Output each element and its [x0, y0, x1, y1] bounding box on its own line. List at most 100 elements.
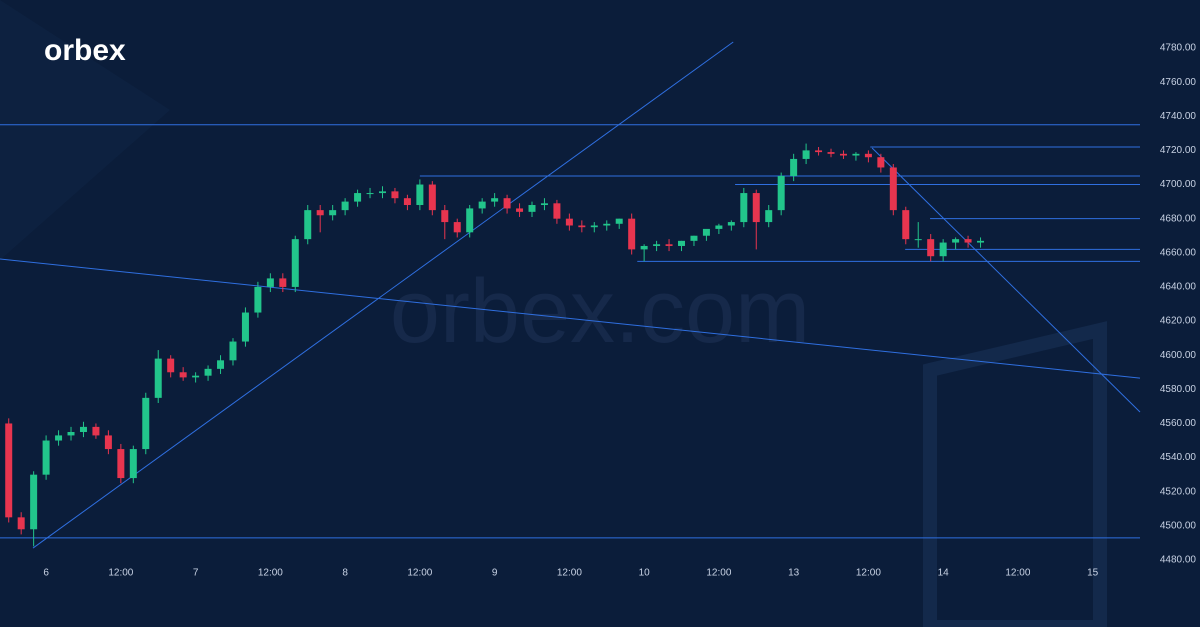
y-tick-label: 4540.00 — [1160, 452, 1197, 463]
candle-body — [167, 358, 175, 373]
candle-body — [977, 240, 985, 243]
candle-body — [104, 435, 112, 450]
candle-body — [241, 312, 249, 342]
candle-body — [590, 225, 598, 228]
y-tick-label: 4520.00 — [1160, 486, 1197, 497]
x-tick-label: 12:00 — [1005, 568, 1030, 579]
candle-body — [565, 218, 573, 226]
logo: orbex — [44, 34, 126, 67]
candle-body — [79, 426, 87, 432]
candle-body — [478, 201, 486, 209]
candle-body — [428, 184, 436, 211]
y-tick-label: 4600.00 — [1160, 350, 1197, 361]
x-tick-label: 12:00 — [706, 568, 731, 579]
candle-body — [179, 372, 187, 378]
candle-body — [777, 176, 785, 211]
candle-body — [964, 239, 972, 243]
candle-body — [665, 244, 673, 246]
y-tick-label: 4640.00 — [1160, 282, 1197, 293]
y-tick-label: 4500.00 — [1160, 521, 1197, 532]
candle-body — [603, 223, 611, 226]
candle-body — [403, 198, 411, 206]
candle-body — [279, 278, 287, 287]
candle-body — [578, 225, 586, 228]
candle-body — [864, 153, 872, 158]
candle-body — [142, 397, 150, 450]
candle-body — [92, 426, 100, 436]
candle-body — [366, 193, 374, 195]
candle-body — [765, 210, 773, 223]
candle-body — [628, 218, 636, 250]
candle-body — [229, 341, 237, 361]
candle-body — [416, 184, 424, 206]
candle-body — [540, 203, 548, 206]
decor-shape — [923, 321, 1107, 627]
y-tick-label: 4700.00 — [1160, 179, 1197, 190]
candle-body — [815, 150, 823, 153]
y-tick-label: 4620.00 — [1160, 316, 1197, 327]
candle-body — [329, 210, 337, 216]
candle-body — [316, 210, 324, 216]
candle-body — [441, 210, 449, 223]
x-tick-label: 8 — [342, 568, 348, 579]
y-tick-label: 4780.00 — [1160, 43, 1197, 54]
candle-body — [690, 235, 698, 241]
candle-body — [839, 153, 847, 156]
candle-body — [129, 449, 137, 479]
candle-body — [354, 193, 362, 202]
candle-body — [30, 474, 38, 530]
candle-body — [877, 157, 885, 168]
y-tick-label: 4580.00 — [1160, 384, 1197, 395]
y-tick-label: 4660.00 — [1160, 247, 1197, 258]
candle-body — [192, 375, 200, 378]
x-tick-label: 15 — [1087, 568, 1099, 579]
x-tick-label: 12:00 — [407, 568, 432, 579]
candle-body — [740, 193, 748, 223]
x-tick-label: 14 — [938, 568, 950, 579]
candle-body — [889, 167, 897, 211]
candle-body — [291, 239, 299, 287]
decor-shape — [0, 0, 170, 260]
candle-body — [702, 228, 710, 236]
candle-body — [67, 432, 75, 436]
trend-line — [871, 147, 1141, 413]
candle-body — [952, 239, 960, 243]
candle-body — [17, 517, 25, 530]
candle-body — [378, 191, 386, 194]
candle-body — [254, 286, 262, 313]
x-tick-label: 9 — [492, 568, 498, 579]
candle-body — [802, 150, 810, 159]
x-tick-label: 6 — [43, 568, 49, 579]
candle-body — [553, 203, 561, 219]
candle-body — [852, 153, 860, 156]
y-tick-label: 4760.00 — [1160, 77, 1197, 88]
candle-body — [117, 449, 125, 479]
candle-body — [466, 208, 474, 233]
candle-body — [453, 222, 461, 233]
candle-body — [752, 193, 760, 223]
candle-body — [653, 244, 661, 246]
candle-body — [304, 210, 312, 240]
candle-body — [790, 158, 798, 176]
candle-body — [927, 239, 935, 257]
candle-body — [5, 423, 13, 518]
candle-body — [727, 222, 735, 226]
x-tick-label: 12:00 — [258, 568, 283, 579]
candle-body — [939, 242, 947, 257]
candle-body — [42, 440, 50, 475]
x-tick-label: 12:00 — [108, 568, 133, 579]
candle-body — [491, 198, 499, 202]
candle-body — [516, 208, 524, 212]
candle-body — [528, 205, 536, 212]
y-tick-label: 4720.00 — [1160, 145, 1197, 156]
y-tick-label: 4740.00 — [1160, 111, 1197, 122]
candle-body — [615, 218, 623, 224]
candle-body — [217, 360, 225, 369]
trend-line — [0, 258, 1141, 379]
candle-body — [341, 201, 349, 211]
y-tick-label: 4480.00 — [1160, 555, 1197, 566]
candle-body — [715, 225, 723, 229]
candle-body — [391, 191, 399, 199]
